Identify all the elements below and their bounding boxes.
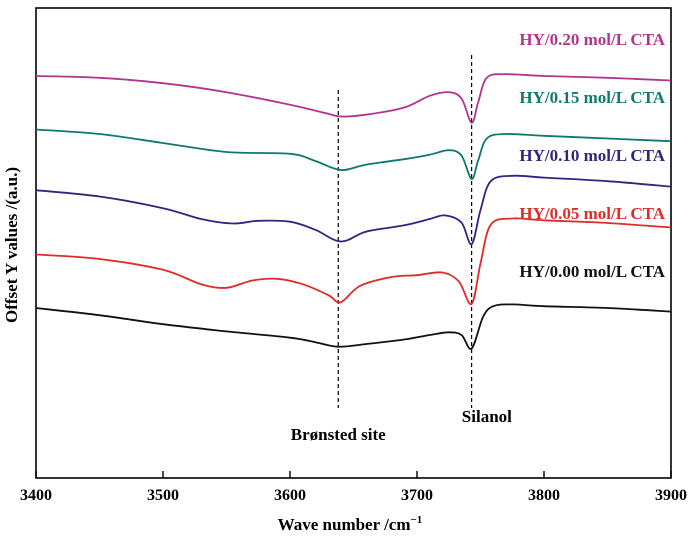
series-label: HY/0.00 mol/L CTA	[519, 262, 665, 281]
annotation-labels: Brønsted site Silanol	[291, 407, 512, 444]
x-axis-label-superscript: −1	[411, 514, 423, 526]
x-tick-label: 3700	[401, 487, 433, 504]
series-label: HY/0.10 mol/L CTA	[519, 146, 665, 165]
series-label: HY/0.20 mol/L CTA	[519, 30, 665, 49]
series-label: HY/0.05 mol/L CTA	[519, 204, 665, 223]
x-axis-ticks: 3400 3500 3600 3700 3800 3900	[20, 471, 687, 504]
x-axis-label-text: Wave number /cm	[278, 515, 411, 534]
plot-area-frame	[35, 7, 672, 479]
x-tick-label: 3800	[528, 487, 560, 504]
y-axis-label: Offset Y values /(a.u.)	[2, 167, 21, 323]
series-group	[35, 73, 672, 350]
series-label: HY/0.15 mol/L CTA	[519, 88, 665, 107]
series-line	[35, 174, 672, 246]
series-line	[35, 128, 672, 180]
annotation-label: Silanol	[462, 407, 512, 426]
x-axis-label: Wave number /cm−1	[278, 514, 423, 534]
x-tick-label: 3900	[655, 487, 687, 504]
x-tick-label: 3600	[274, 487, 306, 504]
series-line	[35, 217, 672, 306]
series-labels: HY/0.20 mol/L CTA HY/0.15 mol/L CTA HY/0.1…	[519, 30, 665, 281]
annotation-label: Brønsted site	[291, 425, 386, 444]
series-line	[35, 73, 672, 124]
x-tick-label: 3500	[147, 487, 179, 504]
series-line	[35, 303, 672, 350]
x-tick-label: 3400	[20, 487, 52, 504]
